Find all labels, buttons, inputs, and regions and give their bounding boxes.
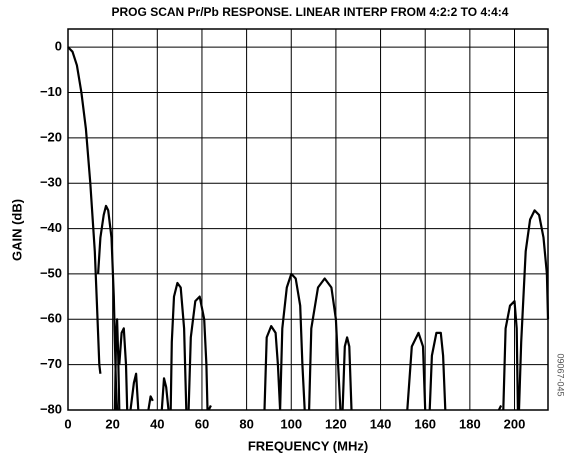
y-tick-label: −50 bbox=[40, 265, 62, 280]
x-axis-label: FREQUENCY (MHz) bbox=[248, 438, 368, 453]
x-tick-label: 140 bbox=[370, 416, 392, 431]
x-tick-label: 40 bbox=[150, 416, 164, 431]
y-tick-label: −80 bbox=[40, 401, 62, 416]
x-tick-label: 20 bbox=[105, 416, 119, 431]
x-tick-label: 60 bbox=[195, 416, 209, 431]
y-tick-label: 0 bbox=[55, 39, 62, 54]
x-tick-label: 200 bbox=[504, 416, 526, 431]
plot-frame bbox=[67, 28, 549, 411]
x-tick-label: 80 bbox=[239, 416, 253, 431]
response-line bbox=[67, 46, 550, 411]
x-tick-label: 100 bbox=[280, 416, 302, 431]
x-tick-label: 180 bbox=[459, 416, 481, 431]
x-tick-label: 120 bbox=[325, 416, 347, 431]
y-axis-label: GAIN (dB) bbox=[9, 199, 24, 261]
y-tick-label: −60 bbox=[40, 311, 62, 326]
y-tick-label: −30 bbox=[40, 175, 62, 190]
y-tick-label: −10 bbox=[40, 84, 62, 99]
x-tick-label: 160 bbox=[414, 416, 436, 431]
y-tick-label: −70 bbox=[40, 356, 62, 371]
chart-title: PROG SCAN Pr/Pb RESPONSE. LINEAR INTERP … bbox=[112, 5, 509, 19]
y-tick-label: −20 bbox=[40, 129, 62, 144]
annotation: 09067-045 bbox=[556, 353, 564, 396]
y-tick-label: −40 bbox=[40, 220, 62, 235]
x-tick-label: 0 bbox=[64, 416, 71, 431]
